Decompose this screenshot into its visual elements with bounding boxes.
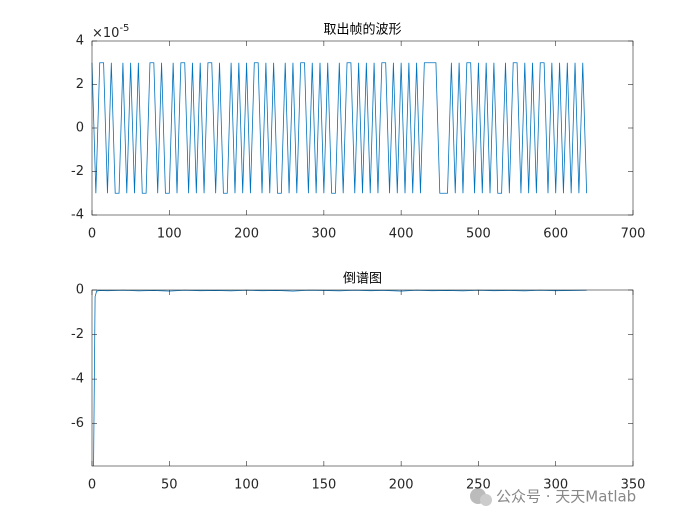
x-tick-label: 150 — [311, 478, 336, 493]
y-tick-label: -6 — [71, 416, 84, 431]
watermark-icon — [480, 494, 492, 506]
y-tick-label: 0 — [76, 121, 84, 136]
watermark-text: 公众号 · 天天Matlab — [496, 488, 636, 506]
y-tick-label: 4 — [76, 34, 84, 49]
x-tick-label: 350 — [621, 478, 646, 493]
y-multiplier: ×10 — [92, 26, 119, 41]
y-exponent-label: ×10-5 — [92, 23, 129, 41]
y-tick-label: -4 — [71, 372, 84, 387]
x-tick-label: 400 — [389, 227, 414, 242]
x-tick-label: 300 — [311, 227, 336, 242]
chart-title: 倒谱图 — [343, 272, 382, 287]
y-tick-label: 2 — [76, 77, 84, 92]
watermark: 公众号 · 天天Matlab — [470, 488, 636, 506]
chart-title: 取出帧的波形 — [323, 22, 401, 38]
axes-background — [92, 290, 633, 466]
x-tick-label: 700 — [621, 227, 646, 242]
x-tick-label: 500 — [466, 227, 491, 242]
x-tick-label: 250 — [466, 478, 491, 493]
x-tick-label: 200 — [389, 478, 414, 493]
y-tick-label: -4 — [71, 208, 84, 223]
x-tick-label: 0 — [88, 227, 96, 242]
y-tick-label: -2 — [71, 164, 84, 179]
x-tick-label: 600 — [543, 227, 568, 242]
y-tick-label: 0 — [76, 283, 84, 298]
x-tick-label: 100 — [234, 478, 259, 493]
data-line — [91, 62, 588, 194]
x-tick-label: 300 — [543, 478, 568, 493]
x-tick-label: 50 — [161, 478, 178, 493]
data-line — [93, 289, 587, 467]
x-tick-label: 200 — [234, 227, 259, 242]
x-tick-label: 0 — [88, 478, 96, 493]
axes-box — [91, 289, 634, 467]
y-exponent: -5 — [119, 23, 129, 34]
y-tick-label: -2 — [71, 327, 84, 342]
x-tick-label: 100 — [157, 227, 182, 242]
